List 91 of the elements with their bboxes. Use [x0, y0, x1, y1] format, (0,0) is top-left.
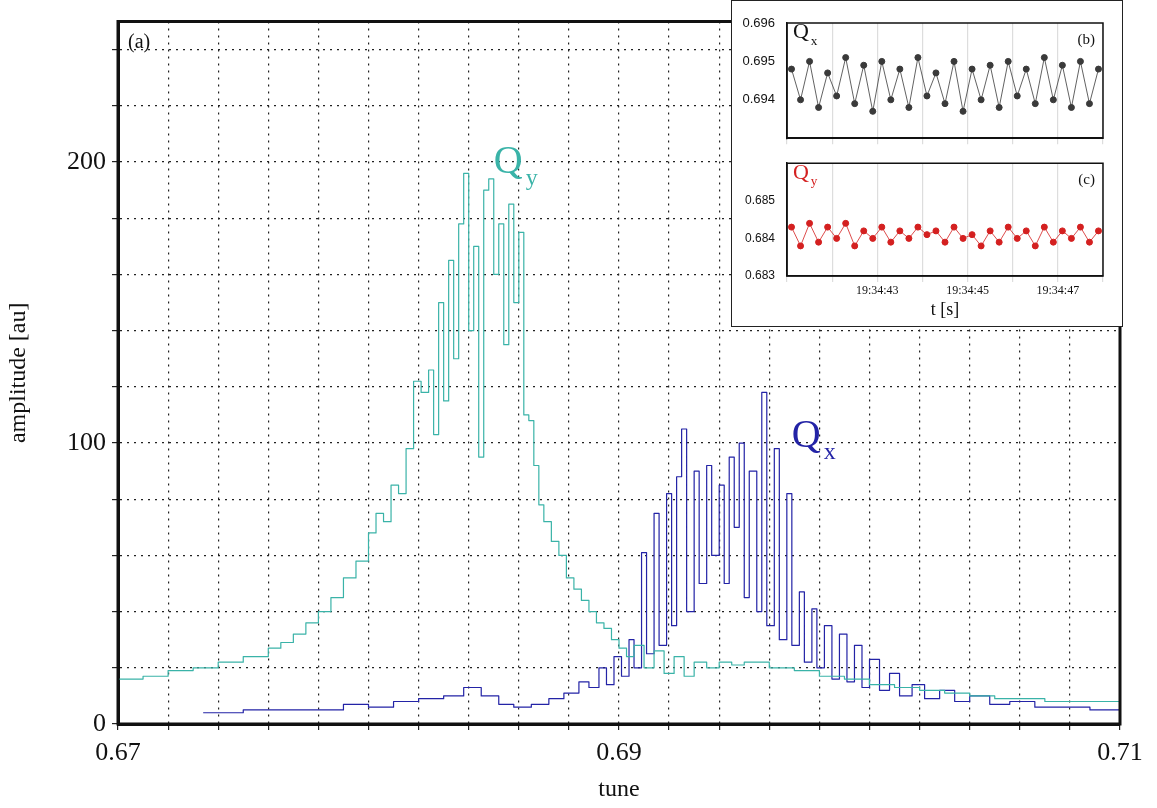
x-axis-title: t [s] — [930, 298, 960, 319]
point — [923, 92, 931, 100]
point — [914, 223, 922, 231]
x-tick-label: 0.67 — [95, 737, 141, 767]
y-tick-label: 100 — [67, 426, 106, 456]
y-tick-label: 0.695 — [742, 52, 775, 68]
point — [1013, 92, 1021, 100]
point — [1094, 227, 1102, 235]
point — [815, 238, 823, 246]
y-tick-label: 0 — [93, 707, 106, 737]
point — [1085, 238, 1093, 246]
point — [1067, 103, 1075, 111]
point — [896, 227, 904, 235]
point — [950, 57, 958, 65]
point — [1004, 57, 1012, 65]
point — [842, 54, 850, 62]
point — [797, 96, 805, 104]
point — [860, 61, 868, 69]
x-tick-label: 19:34:43 — [855, 283, 899, 298]
point — [1049, 96, 1057, 104]
point — [806, 219, 814, 227]
point — [869, 234, 877, 242]
point — [941, 100, 949, 108]
point — [860, 227, 868, 235]
point — [878, 223, 886, 231]
annotation: (c) — [1078, 171, 1096, 189]
x-axis-title: tune — [598, 774, 640, 801]
point — [932, 69, 940, 77]
point — [896, 65, 904, 73]
point — [941, 238, 949, 246]
point — [905, 234, 913, 242]
point — [968, 65, 976, 73]
point — [833, 234, 841, 242]
point — [1031, 100, 1039, 108]
point — [1085, 100, 1093, 108]
x-tick-label: 0.69 — [596, 737, 642, 767]
point — [1022, 65, 1030, 73]
point — [788, 223, 795, 231]
point — [869, 107, 877, 115]
point — [986, 61, 994, 69]
point — [959, 234, 967, 242]
point — [878, 57, 886, 65]
point — [887, 96, 895, 104]
point — [968, 231, 976, 239]
point — [851, 100, 859, 108]
annotation: (a) — [128, 29, 151, 53]
y-tick-label: 0.685 — [744, 193, 776, 208]
annotation: (b) — [1077, 31, 1096, 48]
point — [914, 54, 922, 62]
point — [1067, 234, 1075, 242]
x-tick-label: 0.71 — [1097, 737, 1143, 767]
point — [995, 103, 1003, 111]
x-tick-label: 19:34:47 — [1036, 283, 1080, 298]
x-tick-label: 19:34:45 — [946, 283, 989, 298]
y-tick-label: 0.684 — [744, 230, 776, 245]
point — [977, 242, 985, 250]
point — [887, 238, 895, 246]
point — [851, 242, 859, 250]
y-tick-label: 0.696 — [742, 14, 775, 30]
point — [824, 223, 832, 231]
point — [1040, 223, 1048, 231]
point — [977, 96, 985, 104]
point — [806, 57, 814, 65]
point — [1076, 223, 1084, 231]
point — [1049, 238, 1057, 246]
point — [1094, 65, 1102, 73]
point — [833, 92, 841, 100]
point — [1058, 227, 1066, 235]
point — [950, 223, 958, 231]
point — [1076, 57, 1084, 65]
y-tick-label: 200 — [67, 145, 106, 175]
point — [1022, 227, 1030, 235]
point — [986, 227, 994, 235]
point — [842, 219, 850, 227]
y-tick-label: 0.683 — [744, 268, 776, 283]
point — [1031, 242, 1039, 250]
point — [923, 231, 931, 239]
point — [824, 69, 832, 77]
point — [995, 238, 1003, 246]
point — [788, 65, 795, 73]
point — [797, 242, 805, 250]
point — [1013, 234, 1021, 242]
y-axis-title: amplitude [au] — [3, 302, 30, 444]
point — [1040, 54, 1048, 62]
point — [905, 103, 913, 111]
point — [1058, 61, 1066, 69]
point — [959, 107, 967, 115]
point — [1004, 223, 1012, 231]
y-tick-label: 0.694 — [742, 91, 775, 107]
point — [815, 103, 823, 111]
point — [932, 227, 940, 235]
